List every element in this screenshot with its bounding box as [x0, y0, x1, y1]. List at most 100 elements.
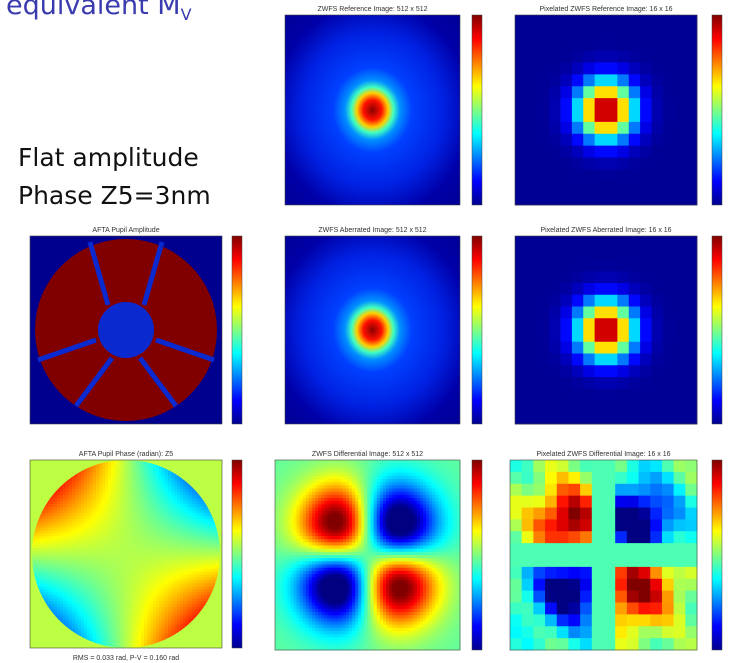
pixel — [93, 633, 97, 637]
pixel — [117, 542, 121, 546]
pixel — [48, 592, 52, 596]
pixel — [45, 548, 49, 552]
pixel — [198, 533, 202, 537]
pixel — [48, 598, 52, 602]
pixel — [48, 533, 52, 537]
pixel — [120, 518, 124, 523]
pixel — [177, 474, 181, 479]
pixel — [195, 571, 199, 575]
pixel — [111, 498, 115, 502]
pixel — [63, 495, 67, 499]
pixel — [180, 571, 184, 575]
pixel — [138, 551, 142, 555]
pixel — [651, 341, 664, 354]
pixel — [685, 86, 698, 99]
pixel — [135, 595, 139, 599]
pixel — [165, 568, 169, 573]
pixel — [96, 595, 100, 599]
pixel — [174, 612, 178, 617]
pixel — [93, 548, 97, 552]
pixel — [171, 554, 175, 558]
pixel — [560, 236, 573, 249]
pixel — [278, 504, 282, 508]
pixel — [651, 145, 664, 158]
pixel — [159, 542, 163, 546]
pixel — [168, 536, 172, 540]
pixel — [537, 259, 550, 272]
pixel — [662, 98, 675, 111]
pixel — [171, 507, 175, 511]
pixel — [81, 530, 85, 534]
pixel — [57, 524, 61, 528]
pixel — [84, 624, 88, 628]
pixel — [150, 554, 154, 558]
pixel — [281, 621, 285, 626]
pixel — [66, 542, 70, 546]
pixel — [515, 283, 527, 296]
pixel — [117, 565, 121, 570]
pixel — [84, 474, 88, 479]
pixel — [168, 539, 172, 543]
pixel — [290, 532, 294, 537]
pixel — [159, 545, 163, 549]
pixel — [87, 559, 91, 564]
pixel — [180, 568, 184, 573]
pixel — [99, 554, 103, 558]
pixel — [180, 601, 184, 605]
pixel — [33, 562, 37, 567]
pixel — [290, 485, 294, 489]
axes-frame — [284, 14, 461, 206]
pixel — [45, 524, 49, 528]
pixel — [129, 598, 133, 602]
pixel — [189, 612, 193, 617]
pixel — [207, 562, 211, 567]
pixel — [198, 598, 202, 602]
pixel — [560, 341, 573, 354]
pixel — [174, 512, 178, 517]
pixel — [117, 562, 121, 567]
pixel — [42, 536, 46, 540]
pixel — [144, 565, 148, 570]
pixel — [180, 589, 184, 593]
pixel — [162, 595, 166, 599]
pixel — [168, 477, 172, 481]
pixel — [606, 74, 618, 87]
pixel — [284, 498, 288, 502]
pixel — [54, 504, 58, 508]
pixel — [168, 495, 172, 499]
pixel — [156, 530, 160, 534]
pixel — [617, 157, 630, 170]
pixel — [275, 507, 279, 512]
pixel — [129, 507, 133, 511]
pixel — [45, 595, 49, 599]
pixel — [195, 533, 199, 537]
pixel — [120, 548, 124, 552]
pixel — [66, 571, 70, 575]
pixel — [138, 468, 142, 473]
pixel — [617, 50, 630, 63]
pixel — [132, 512, 136, 517]
pixel — [78, 583, 82, 587]
pixel — [48, 568, 52, 573]
pixel — [84, 548, 88, 552]
pixel — [105, 465, 109, 470]
pixel — [90, 583, 94, 587]
pixel — [210, 545, 214, 549]
pixel — [640, 157, 652, 170]
pixel — [96, 551, 100, 555]
pixel — [96, 515, 100, 520]
pixel — [120, 592, 124, 596]
pixel — [583, 353, 596, 366]
pixel — [662, 306, 675, 319]
pixel — [183, 512, 187, 517]
pixel — [117, 601, 121, 605]
pixel — [204, 589, 208, 593]
pixel — [93, 524, 97, 528]
pixel — [126, 536, 130, 540]
pixel — [63, 589, 67, 593]
pixel — [93, 618, 97, 622]
pixel — [78, 589, 82, 593]
pixel — [183, 574, 187, 578]
pixel — [144, 580, 148, 584]
pixel — [189, 562, 193, 567]
